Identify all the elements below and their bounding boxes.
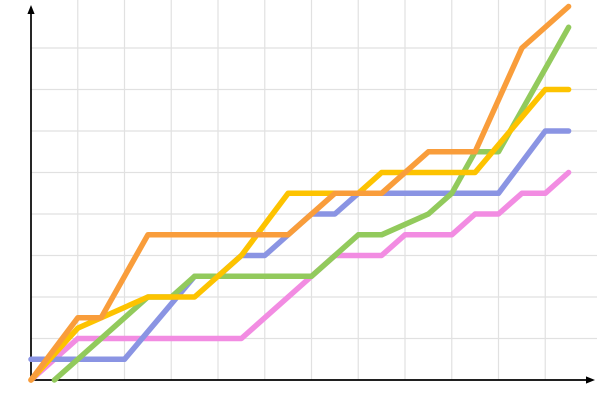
series-line-blue	[28, 128, 572, 363]
y-axis-arrow-icon	[27, 5, 35, 14]
series-line-yellow	[28, 86, 572, 383]
series-line-orange	[28, 3, 572, 383]
x-axis-arrow-icon	[586, 376, 595, 384]
series-line-pink	[28, 169, 572, 383]
